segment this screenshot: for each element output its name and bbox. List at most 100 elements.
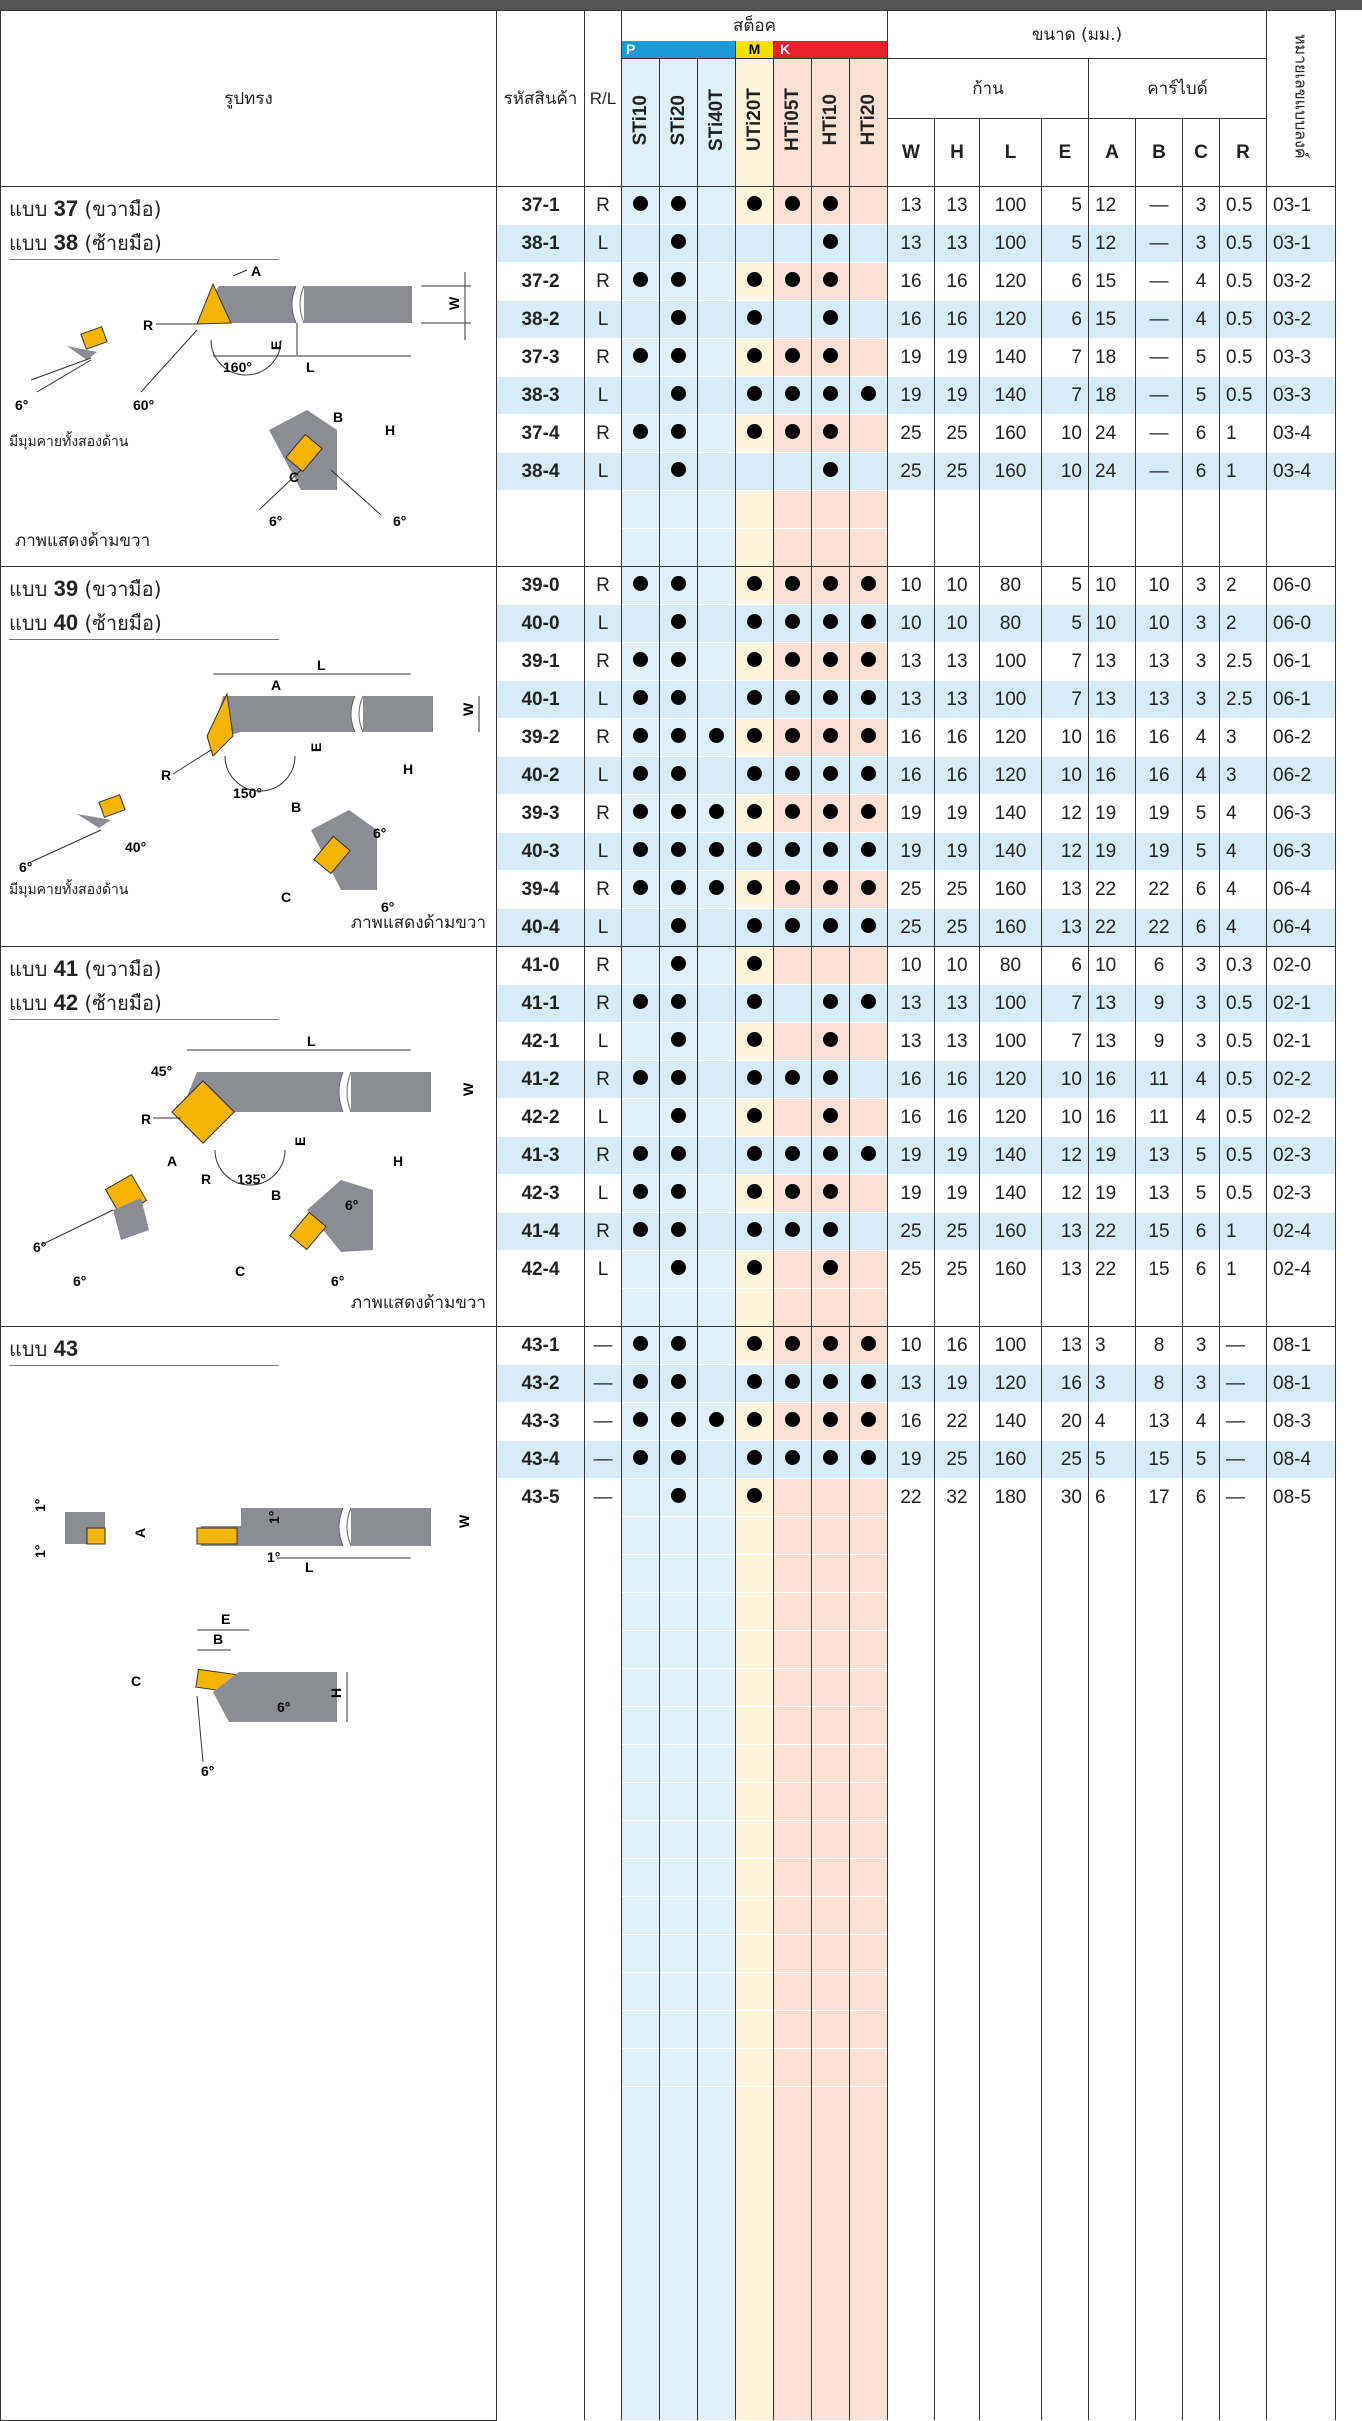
stock-cell [849, 1402, 888, 1441]
rake-note: มีมุมคายทั้งสองด้าน [9, 433, 129, 449]
svg-text:A: A [271, 677, 281, 693]
svg-text:W: W [460, 1082, 476, 1096]
dim-c: C [1182, 118, 1220, 187]
stock-cell [621, 566, 660, 605]
drawing-number: 06-0 [1266, 604, 1336, 643]
dim-value: 0.3 [1219, 946, 1267, 985]
dim-value: — [1135, 300, 1183, 339]
svg-text:R: R [141, 1111, 151, 1127]
stock-dot-icon [671, 1221, 686, 1237]
dim-value: 3 [1182, 1364, 1220, 1403]
stock-dot-icon [785, 651, 800, 667]
stock-cell [659, 1478, 698, 1517]
svg-text:1°: 1° [32, 1545, 48, 1558]
dim-value: 140 [979, 1174, 1042, 1213]
stock-cell [773, 718, 812, 757]
dim-value: 18 [1088, 338, 1136, 377]
dim-value: 0.5 [1219, 1136, 1267, 1175]
drawing-number: 06-2 [1266, 756, 1336, 795]
svg-text:A: A [132, 1528, 148, 1538]
stock-cell [735, 1402, 774, 1441]
dim-value: 12 [1041, 1174, 1089, 1213]
table-row: 37-3 R 19 19 140 7 18—5 0.5 03-3 [1, 338, 1336, 377]
stock-cell [697, 1478, 736, 1517]
empty-row [1, 490, 1336, 529]
stock-dot-icon [747, 1449, 762, 1465]
dim-value: 160 [979, 1250, 1042, 1289]
stock-cell [621, 756, 660, 795]
dim-value: 19 [1135, 832, 1183, 871]
svg-text:6°: 6° [15, 397, 28, 413]
stock-dot-icon [671, 233, 686, 249]
stock-cell [811, 1250, 850, 1289]
stock-cell [621, 224, 660, 263]
stock-dot-icon [633, 841, 648, 857]
stock-dot-icon [747, 1107, 762, 1123]
header-shank: ก้าน [887, 58, 1089, 119]
dim-value: 17 [1135, 1478, 1183, 1517]
stock-cell [849, 1440, 888, 1479]
stock-cell [735, 414, 774, 453]
dim-value: 13 [1088, 680, 1136, 719]
stock-cell [621, 414, 660, 453]
stock-cell [849, 984, 888, 1023]
grade-sti10: STi10 [621, 58, 660, 187]
dim-value: 10 [887, 566, 935, 605]
drawing-number: 06-2 [1266, 718, 1336, 757]
stock-cell [773, 1098, 812, 1137]
stock-dot-icon [633, 651, 648, 667]
stock-cell [697, 452, 736, 491]
dim-value: — [1219, 1478, 1267, 1517]
stock-cell [773, 452, 812, 491]
dim-value: 19 [887, 1440, 935, 1479]
stock-cell [735, 1174, 774, 1213]
stock-cell [849, 1364, 888, 1403]
stock-dot-icon [633, 689, 648, 705]
dim-value: 80 [979, 604, 1042, 643]
stock-cell [849, 946, 888, 985]
drawing-number: 03-1 [1266, 224, 1336, 263]
dim-value: 13 [1135, 1174, 1183, 1213]
stock-dot-icon [671, 689, 686, 705]
dim-value: 120 [979, 718, 1042, 757]
dim-value: 25 [934, 414, 980, 453]
dim-value: 9 [1135, 984, 1183, 1023]
dim-r: R [1219, 118, 1267, 187]
stock-cell [773, 1250, 812, 1289]
stock-dot-icon [671, 575, 686, 591]
stock-dot-icon [785, 1221, 800, 1237]
dim-value: 6 [1182, 1250, 1220, 1289]
drawing-number: 03-3 [1266, 338, 1336, 377]
dim-value: 10 [1041, 1098, 1089, 1137]
drawing-number: 03-3 [1266, 376, 1336, 415]
dim-value: 25 [934, 1212, 980, 1251]
stock-cell [735, 376, 774, 415]
dim-value: 160 [979, 908, 1042, 947]
rl-value: R [584, 946, 622, 985]
stock-cell [659, 870, 698, 909]
stock-dot-icon [823, 1221, 838, 1237]
dim-value: 19 [934, 1364, 980, 1403]
dim-value: 15 [1135, 1440, 1183, 1479]
dim-value: 16 [934, 1326, 980, 1365]
stock-cell [697, 984, 736, 1023]
stock-dot-icon [861, 879, 876, 895]
dim-value: 3 [1088, 1364, 1136, 1403]
stock-dot-icon [671, 1069, 686, 1085]
dim-value: 15 [1088, 262, 1136, 301]
drawing-number: 06-3 [1266, 832, 1336, 871]
stock-cell [621, 718, 660, 757]
drawing-number: 08-3 [1266, 1402, 1336, 1441]
dim-value: 19 [934, 794, 980, 833]
stock-cell [697, 566, 736, 605]
dim-value: 15 [1135, 1250, 1183, 1289]
drawing-number: 02-3 [1266, 1136, 1336, 1175]
stock-cell [659, 186, 698, 225]
dim-value: 5 [1182, 338, 1220, 377]
stock-cell [849, 908, 888, 947]
shape-title-right: แบบ 37 (ขวามือ) [9, 196, 162, 221]
grade-hti10: HTi10 [811, 58, 850, 187]
stock-cell [735, 1098, 774, 1137]
dim-value: 13 [887, 186, 935, 225]
shape-title-left: แบบ 42 (ซ้ายมือ) [9, 990, 162, 1015]
